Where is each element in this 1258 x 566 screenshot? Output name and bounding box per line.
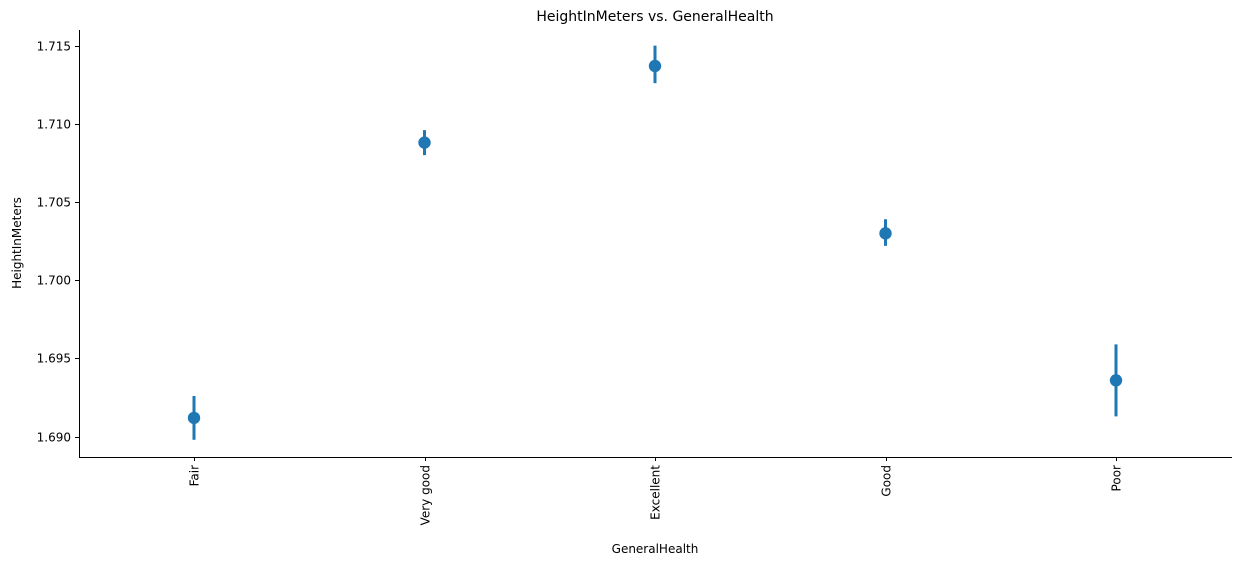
x-axis-label: GeneralHealth [612, 542, 699, 556]
data-point [648, 59, 662, 73]
data-point [879, 227, 892, 240]
x-tick-label: Poor [1110, 465, 1124, 491]
data-point [187, 411, 201, 425]
x-tick-label: Good [880, 465, 894, 497]
y-axis: 1.690 1.695 1.700 1.705 1.710 1.715 [37, 40, 79, 445]
data-point [418, 136, 431, 149]
data-point [1109, 374, 1123, 387]
y-tick-label: 1.700 [37, 274, 71, 288]
y-tick-label: 1.695 [37, 352, 71, 366]
y-tick-label: 1.705 [37, 196, 71, 210]
y-axis-label: HeightInMeters [10, 197, 24, 289]
x-tick-label: Fair [188, 465, 202, 486]
y-tick-label: 1.710 [37, 118, 71, 132]
y-tick-label: 1.690 [37, 431, 71, 445]
x-tick-label: Very good [419, 465, 433, 525]
x-tick-label: Excellent [649, 465, 663, 520]
x-axis: Fair Very good Excellent Good Poor [188, 457, 1124, 525]
data-marks [187, 45, 1123, 440]
chart-title: HeightInMeters vs. GeneralHealth [536, 9, 773, 25]
y-tick-label: 1.715 [37, 40, 71, 54]
